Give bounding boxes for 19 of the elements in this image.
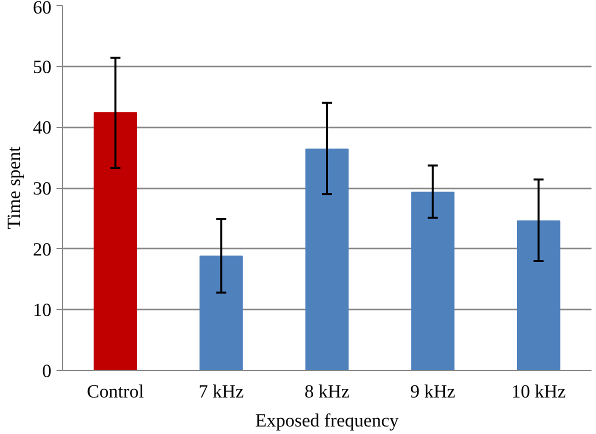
x-tick-label: Control (86, 382, 144, 402)
y-tick-label: 40 (32, 118, 52, 139)
y-tick-label: 60 (32, 0, 52, 18)
bar (516, 220, 560, 370)
y-axis-title: Time spent (4, 146, 25, 230)
bar (200, 256, 243, 370)
x-tick-label: 9 kHz (410, 382, 456, 402)
bar (94, 112, 138, 370)
y-tick-label: 20 (32, 239, 52, 260)
x-tick-label: 8 kHz (304, 382, 350, 402)
bar (411, 192, 454, 370)
y-tick-label: 30 (32, 178, 52, 200)
y-tick-label: 50 (32, 56, 52, 78)
x-tick-label: 10 kHz (511, 382, 566, 402)
bar (305, 148, 349, 370)
x-axis-title: Exposed frequency (255, 410, 400, 432)
x-tick-label: 7 kHz (198, 382, 244, 402)
y-tick-label: 10 (32, 300, 52, 322)
y-tick-label: 0 (42, 361, 52, 382)
